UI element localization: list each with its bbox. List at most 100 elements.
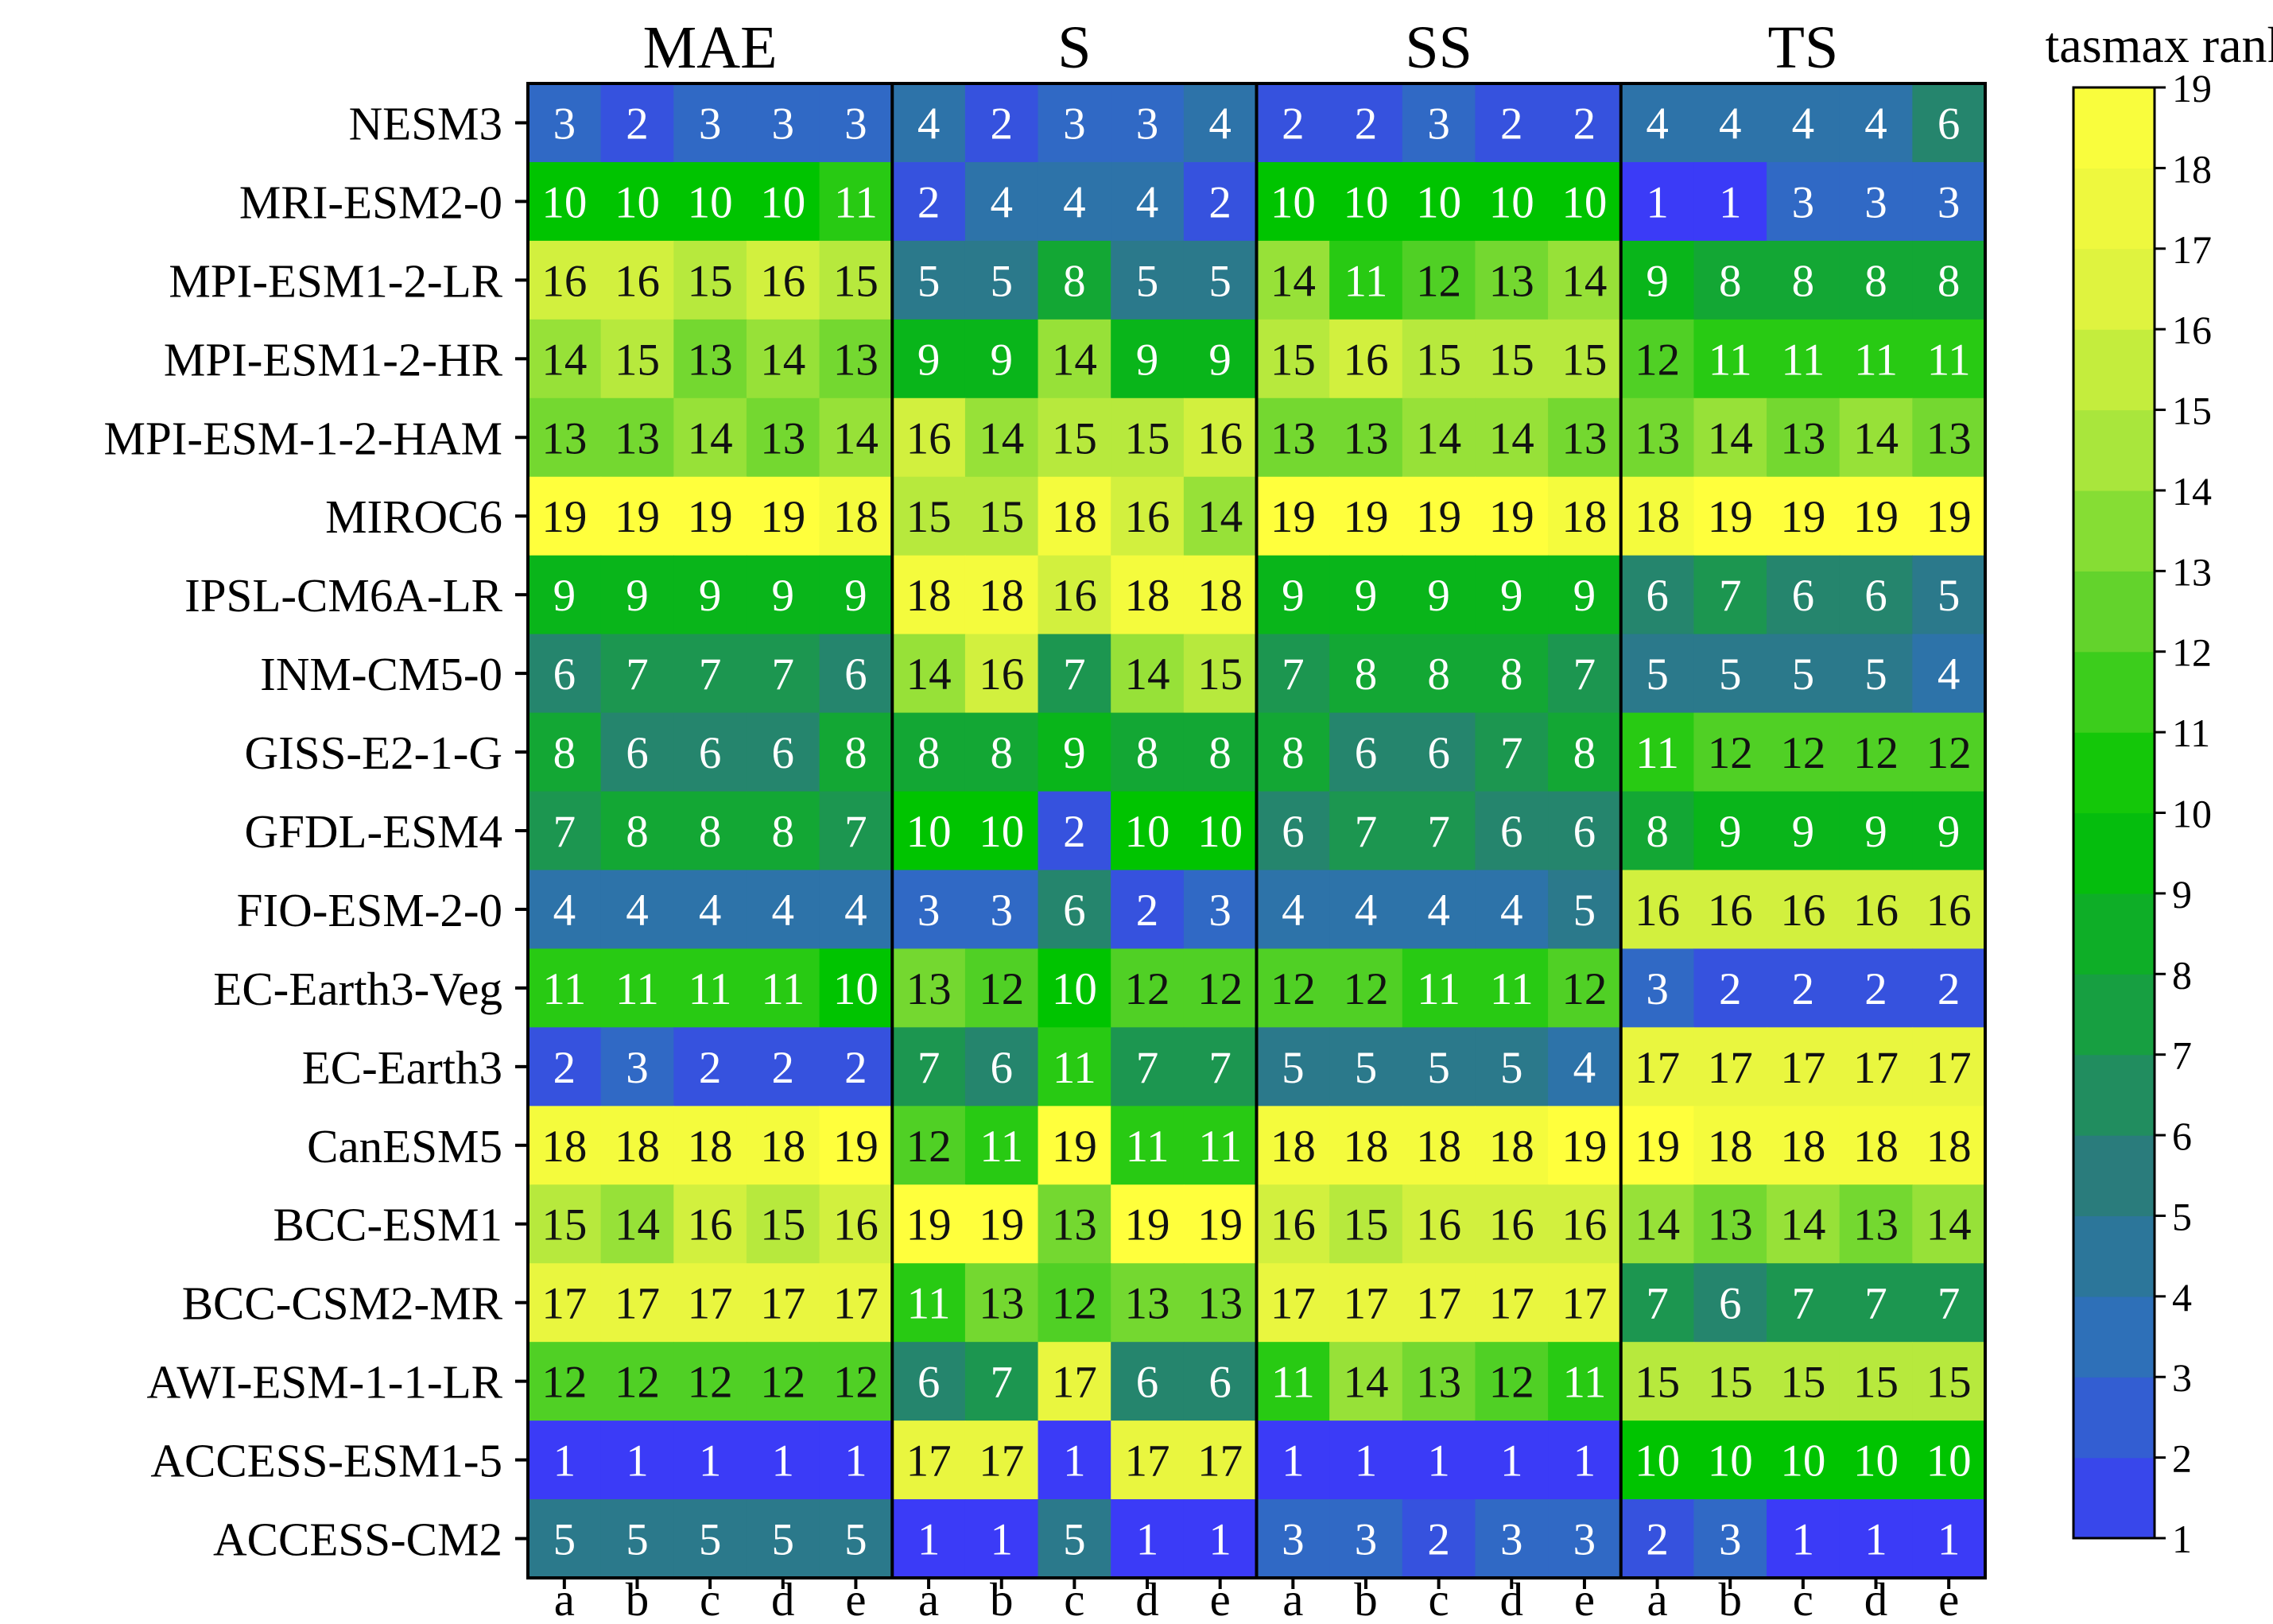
group-title: TS: [1768, 14, 1839, 81]
cell-value-label: 8: [844, 728, 867, 778]
cell-value-label: 2: [772, 1043, 795, 1093]
colorbar-segment: [2073, 893, 2155, 975]
colorbar-segment: [2073, 1296, 2155, 1378]
cell-value-label: 16: [1052, 571, 1097, 621]
cell-value-label: 7: [772, 649, 795, 700]
colorbar-tick-label: 12: [2172, 630, 2212, 675]
cell-value-label: 12: [1489, 1358, 1534, 1408]
model-label: ACCESS-CM2: [213, 1514, 502, 1566]
cell-value-label: 14: [906, 649, 952, 700]
cell-value-label: 17: [1853, 1043, 1899, 1093]
cell-value-label: 12: [1343, 964, 1388, 1014]
cell-value-label: 18: [1416, 1122, 1461, 1172]
cell-value-label: 19: [615, 492, 660, 542]
cell-value-label: 7: [1864, 1279, 1887, 1329]
colorbar-segment: [2073, 1377, 2155, 1458]
cell-value-label: 11: [907, 1279, 951, 1329]
cell-value-label: 3: [1136, 99, 1159, 149]
cell-value-label: 5: [1500, 1043, 1523, 1093]
cell-value-label: 11: [1417, 964, 1460, 1014]
cell-value-label: 6: [990, 1043, 1013, 1093]
cell-value-label: 12: [1708, 728, 1753, 778]
cell-value-label: 18: [1635, 492, 1680, 542]
cell-value-label: 17: [1270, 1279, 1316, 1329]
cell-value-label: 10: [906, 807, 952, 857]
cell-value-label: 5: [844, 1515, 867, 1565]
cell-value-label: 4: [1063, 177, 1086, 227]
cell-value-label: 19: [833, 1122, 879, 1172]
model-label: EC-Earth3: [302, 1041, 502, 1094]
cell-value-label: 6: [1136, 1358, 1159, 1408]
cell-value-label: 12: [1561, 964, 1607, 1014]
colorbar-tick-label: 13: [2172, 549, 2212, 594]
cell-value-label: 16: [1416, 1200, 1461, 1250]
cell-value-label: 3: [1063, 99, 1086, 149]
cell-value-label: 15: [979, 492, 1024, 542]
cell-value-label: 17: [760, 1279, 805, 1329]
model-label: NESM3: [349, 97, 502, 149]
cell-value-label: 14: [1052, 335, 1097, 385]
colorbar-tick-label: 3: [2172, 1355, 2192, 1400]
cell-value-label: 11: [1781, 335, 1825, 385]
cell-value-label: 11: [1271, 1358, 1315, 1408]
cell-value-label: 12: [1197, 964, 1243, 1014]
cell-value-label: 3: [772, 99, 795, 149]
cell-value-label: 1: [1500, 1436, 1523, 1486]
cell-value-label: 18: [1343, 1122, 1388, 1172]
cell-value-label: 15: [1708, 1358, 1753, 1408]
cell-value-label: 16: [1708, 886, 1753, 936]
colorbar-tick-label: 18: [2172, 146, 2212, 191]
cell-value-label: 3: [1208, 886, 1232, 936]
cell-value-label: 14: [979, 413, 1024, 463]
cell-value-label: 19: [1926, 492, 1972, 542]
cell-value-label: 17: [1926, 1043, 1972, 1093]
model-label: GFDL-ESM4: [244, 805, 502, 858]
cell-value-label: 1: [699, 1436, 722, 1486]
cell-value-label: 8: [1646, 807, 1669, 857]
cell-value-label: 2: [1208, 177, 1232, 227]
colorbar-segment: [2073, 974, 2155, 1055]
colorbar-segment: [2073, 1055, 2155, 1136]
cell-value-label: 8: [699, 807, 722, 857]
cell-value-label: 5: [1355, 1043, 1378, 1093]
cell-value-label: 8: [1864, 256, 1887, 306]
cell-value-label: 6: [1427, 728, 1450, 778]
cell-value-label: 9: [1792, 807, 1815, 857]
cell-value-label: 17: [541, 1279, 587, 1329]
cell-value-label: 2: [1355, 99, 1378, 149]
cell-value-label: 7: [917, 1043, 941, 1093]
cell-value-label: 7: [699, 649, 722, 700]
cell-value-label: 15: [1416, 335, 1461, 385]
cell-value-label: 5: [1937, 571, 1961, 621]
model-label: EC-Earth3-Veg: [213, 963, 502, 1015]
cell-value-label: 5: [1282, 1043, 1305, 1093]
cell-value-label: 16: [833, 1200, 879, 1250]
cell-value-label: 15: [615, 335, 660, 385]
cell-value-label: 3: [990, 886, 1013, 936]
cell-value-label: 5: [626, 1515, 649, 1565]
cell-value-label: 11: [615, 964, 659, 1014]
cell-value-label: 2: [1792, 964, 1815, 1014]
cell-value-label: 13: [979, 1279, 1024, 1329]
cell-value-label: 6: [1719, 1279, 1742, 1329]
cell-value-label: 6: [626, 728, 649, 778]
cell-value-label: 14: [1343, 1358, 1388, 1408]
cell-value-label: 5: [990, 256, 1013, 306]
cell-value-label: 3: [699, 99, 722, 149]
model-label: GISS-E2-1-G: [245, 727, 502, 779]
group-title: S: [1057, 14, 1091, 81]
cell-value-label: 5: [1646, 649, 1669, 700]
cell-value-label: 2: [1282, 99, 1305, 149]
cell-value-label: 8: [772, 807, 795, 857]
cell-value-label: 12: [688, 1358, 733, 1408]
cell-value-label: 11: [1198, 1122, 1242, 1172]
cell-value-label: 2: [1646, 1515, 1669, 1565]
cell-value-label: 6: [1937, 99, 1961, 149]
cell-value-label: 6: [699, 728, 722, 778]
cell-value-label: 5: [1208, 256, 1232, 306]
cell-value-label: 17: [1780, 1043, 1825, 1093]
cell-value-label: 4: [1427, 886, 1450, 936]
cell-value-label: 16: [1561, 1200, 1607, 1250]
cell-value-label: 13: [1561, 413, 1607, 463]
